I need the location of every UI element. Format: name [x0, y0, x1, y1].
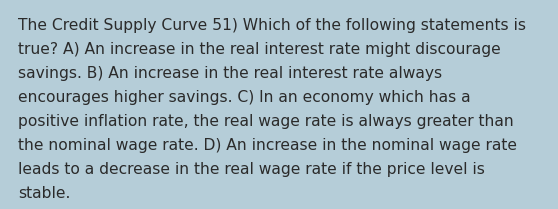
Text: true? A) An increase in the real interest rate might discourage: true? A) An increase in the real interes…: [18, 42, 501, 57]
Text: The Credit Supply Curve 51) Which of the following statements is: The Credit Supply Curve 51) Which of the…: [18, 18, 526, 33]
Text: encourages higher savings. C) In an economy which has a: encourages higher savings. C) In an econ…: [18, 90, 470, 105]
Text: the nominal wage rate. D) An increase in the nominal wage rate: the nominal wage rate. D) An increase in…: [18, 138, 517, 153]
Text: savings. B) An increase in the real interest rate always: savings. B) An increase in the real inte…: [18, 66, 442, 81]
Text: positive inflation rate, the real wage rate is always greater than: positive inflation rate, the real wage r…: [18, 114, 514, 129]
Text: stable.: stable.: [18, 186, 70, 201]
Text: leads to a decrease in the real wage rate if the price level is: leads to a decrease in the real wage rat…: [18, 162, 485, 177]
